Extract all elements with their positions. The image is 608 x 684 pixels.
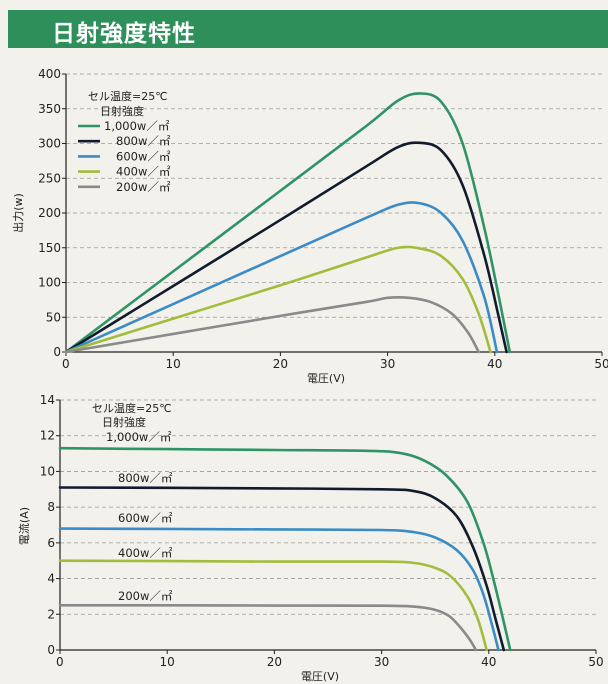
y-axis-label: 電流(A) xyxy=(17,507,31,545)
current-voltage-chart: 0 2 4 6 8 10 12 14 0 10 20 30 40 50 電圧(V) 電流(A) セル温度=25℃… xyxy=(0,392,608,684)
legend-label-3: 400w／㎡ xyxy=(116,165,171,179)
x-tick-label: 20 xyxy=(273,357,288,371)
x-tick-label: 30 xyxy=(374,655,389,669)
legend-title-irradiance: 日射強度 xyxy=(100,104,144,118)
x-axis-label: 電圧(V) xyxy=(307,372,345,385)
x-tick-label: 40 xyxy=(487,357,502,371)
x-tick-label: 50 xyxy=(594,357,608,371)
x-tick-label: 40 xyxy=(481,655,496,669)
series-label-2: 600w／㎡ xyxy=(118,511,173,525)
y-tick-label: 400 xyxy=(38,67,61,81)
y-tick-label: 100 xyxy=(38,276,61,290)
y-tick-label: 50 xyxy=(46,310,61,324)
series-label-0: 1,000w／㎡ xyxy=(106,430,172,444)
x-tick-label: 30 xyxy=(380,357,395,371)
series-line-1 xyxy=(64,141,508,354)
y-tick-label: 4 xyxy=(47,572,55,586)
y-tick-label: 12 xyxy=(40,429,55,443)
y-tick-label: 0 xyxy=(53,345,61,359)
x-axis-label: 電圧(V) xyxy=(301,670,339,683)
y-tick-label: 10 xyxy=(40,464,55,478)
series-line-2 xyxy=(64,201,499,354)
series-label-3: 400w／㎡ xyxy=(118,546,173,560)
legend-label-1: 800w／㎡ xyxy=(116,134,171,148)
legend-label-0: 1,000w／㎡ xyxy=(104,119,170,133)
series-label-1: 800w／㎡ xyxy=(118,471,173,485)
y-tick-label: 300 xyxy=(38,137,61,151)
legend-title-irradiance: 日射強度 xyxy=(102,415,146,429)
series-line-0 xyxy=(58,446,512,652)
y-tick-label: 150 xyxy=(38,241,61,255)
legend-title-temp: セル温度=25℃ xyxy=(88,89,168,103)
x-tick-label: 10 xyxy=(160,655,175,669)
series-line-3 xyxy=(64,245,492,354)
y-tick-label: 250 xyxy=(38,171,61,185)
y-tick-label: 6 xyxy=(47,536,55,550)
y-tick-label: 0 xyxy=(47,643,55,657)
series-line-3 xyxy=(58,559,488,652)
y-tick-label: 14 xyxy=(40,393,55,407)
current-voltage-chart-svg: 0 2 4 6 8 10 12 14 0 10 20 30 40 50 電圧(V) 電流(A) セル温度=25℃… xyxy=(17,393,604,683)
series-line-0 xyxy=(64,92,512,354)
x-tick-label: 0 xyxy=(62,357,70,371)
y-axis-label: 出力(w) xyxy=(11,193,25,233)
legend-title-temp: セル温度=25℃ xyxy=(92,401,172,415)
y-tick-label: 8 xyxy=(47,500,55,514)
y-tick-label: 2 xyxy=(47,607,55,621)
y-tick-label: 350 xyxy=(38,102,61,116)
x-tick-label: 50 xyxy=(588,655,603,669)
y-tick-label: 200 xyxy=(38,206,61,220)
header-bar: 日射強度特性 xyxy=(8,10,608,48)
power-voltage-chart-svg: 0 50 100 150 200 250 300 350 400 0 10 20 30 40 50 電圧(V)… xyxy=(11,67,608,385)
x-tick-label: 0 xyxy=(56,655,64,669)
series-line-4 xyxy=(58,604,478,652)
legend-label-2: 600w／㎡ xyxy=(116,149,171,163)
x-tick-label: 10 xyxy=(166,357,181,371)
series-line-2 xyxy=(58,527,500,652)
legend-label-4: 200w／㎡ xyxy=(116,180,171,194)
x-tick-label: 20 xyxy=(267,655,282,669)
series-label-4: 200w／㎡ xyxy=(118,589,173,603)
power-voltage-chart: 0 50 100 150 200 250 300 350 400 0 10 20 30 40 50 電圧(V)… xyxy=(0,56,608,386)
page-title: 日射強度特性 xyxy=(52,21,196,47)
series-line-1 xyxy=(58,486,506,652)
series-line-4 xyxy=(64,295,481,354)
